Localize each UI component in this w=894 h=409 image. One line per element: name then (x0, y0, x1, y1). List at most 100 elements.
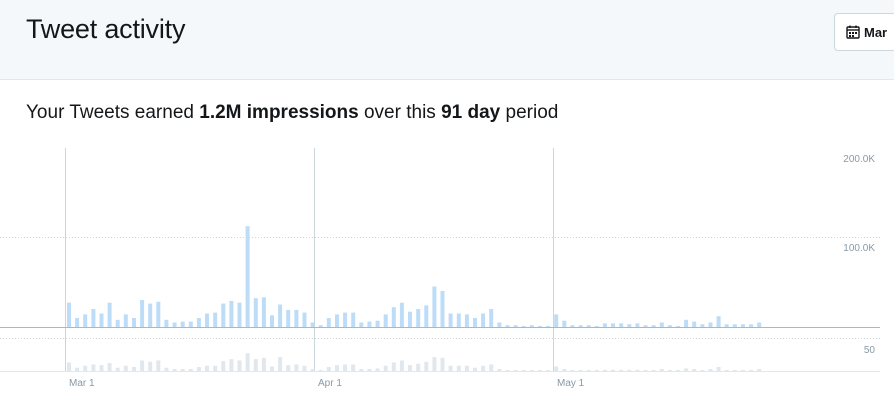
engagements-bar[interactable] (635, 369, 640, 371)
impressions-bar[interactable] (757, 322, 762, 328)
engagements-bar[interactable] (586, 370, 591, 371)
impressions-bar[interactable] (408, 311, 412, 327)
engagements-bar[interactable] (473, 367, 477, 371)
engagements-bar[interactable] (286, 365, 291, 371)
engagements-bar[interactable] (659, 369, 664, 371)
engagements-bar[interactable] (91, 364, 96, 371)
engagements-bar[interactable] (708, 369, 713, 371)
engagements-bar[interactable] (343, 364, 348, 371)
engagements-bar[interactable] (456, 365, 461, 371)
engagements-bar[interactable] (261, 357, 266, 371)
engagements-bar[interactable] (667, 370, 672, 371)
impressions-bar[interactable] (335, 314, 339, 327)
engagements-bar[interactable] (67, 362, 71, 371)
engagements-bar[interactable] (164, 367, 169, 371)
engagements-bar[interactable] (188, 369, 193, 371)
engagements-bar[interactable] (391, 362, 396, 371)
engagements-bar[interactable] (700, 370, 705, 371)
impressions-bar[interactable] (99, 313, 104, 328)
impressions-bar[interactable] (67, 302, 71, 327)
engagements-bar[interactable] (375, 368, 380, 371)
impressions-bar[interactable] (140, 300, 145, 327)
engagements-bar[interactable] (448, 365, 453, 371)
engagements-bar[interactable] (408, 365, 412, 371)
engagements-bar[interactable] (213, 365, 218, 371)
engagements-bar[interactable] (196, 367, 201, 371)
impressions-bar[interactable] (132, 318, 136, 327)
impressions-bar[interactable] (188, 321, 193, 327)
impressions-bar[interactable] (278, 304, 283, 328)
engagements-bar[interactable] (643, 370, 648, 371)
impressions-bar[interactable] (172, 322, 177, 328)
engagements-bar[interactable] (611, 369, 615, 371)
impressions-bar[interactable] (578, 325, 583, 327)
impressions-bar[interactable] (310, 322, 315, 328)
impressions-bar[interactable] (692, 321, 697, 327)
impressions-bar[interactable] (286, 309, 291, 327)
engagements-bar[interactable] (140, 360, 145, 371)
impressions-bar[interactable] (383, 314, 388, 327)
engagements-bar[interactable] (546, 370, 551, 371)
engagements-bar[interactable] (684, 368, 689, 371)
impressions-bar[interactable] (546, 326, 551, 327)
impressions-bar[interactable] (221, 303, 226, 327)
impressions-bar[interactable] (667, 325, 672, 327)
engagements-bar[interactable] (205, 365, 209, 371)
impressions-bar[interactable] (619, 323, 624, 327)
impressions-bar[interactable] (237, 302, 242, 327)
impressions-bar[interactable] (481, 313, 486, 328)
engagements-bar[interactable] (302, 365, 307, 371)
impressions-bar[interactable] (456, 313, 461, 328)
impressions-bar[interactable] (196, 318, 201, 327)
impressions-bar[interactable] (724, 324, 729, 327)
impressions-bar[interactable] (448, 313, 453, 328)
engagements-bar[interactable] (83, 365, 88, 371)
impressions-bar[interactable] (538, 326, 542, 327)
engagements-bar[interactable] (123, 365, 128, 371)
engagements-bar[interactable] (351, 364, 356, 371)
engagements-bar[interactable] (335, 365, 339, 371)
engagements-bar[interactable] (724, 370, 729, 371)
engagements-bar[interactable] (367, 369, 372, 371)
impressions-bar[interactable] (513, 325, 518, 327)
engagements-bar[interactable] (602, 369, 607, 371)
impressions-bar[interactable] (659, 322, 664, 328)
impressions-bar[interactable] (359, 322, 364, 328)
impressions-bar[interactable] (83, 314, 88, 327)
impressions-bar[interactable] (294, 309, 299, 327)
engagements-bar[interactable] (757, 369, 762, 371)
impressions-bar[interactable] (684, 319, 689, 327)
impressions-bar[interactable] (741, 324, 745, 327)
impressions-bar[interactable] (253, 298, 258, 327)
impressions-bar[interactable] (570, 325, 575, 327)
impressions-bar[interactable] (554, 314, 559, 327)
engagements-bar[interactable] (278, 357, 283, 371)
engagements-bar[interactable] (359, 369, 364, 371)
engagements-bar[interactable] (529, 370, 534, 371)
impressions-bar[interactable] (399, 302, 404, 327)
impressions-bar[interactable] (562, 320, 567, 327)
impressions-bar[interactable] (326, 318, 331, 327)
impressions-bar[interactable] (440, 291, 445, 327)
impressions-bar[interactable] (391, 307, 396, 327)
engagements-bar[interactable] (676, 370, 680, 371)
engagements-bar[interactable] (237, 360, 242, 371)
engagements-bar[interactable] (75, 367, 80, 371)
impressions-bar[interactable] (627, 324, 632, 327)
engagements-bar[interactable] (326, 367, 331, 371)
impressions-bar[interactable] (643, 325, 648, 327)
engagements-bar[interactable] (521, 370, 526, 371)
engagements-bar[interactable] (318, 370, 323, 371)
impressions-bar[interactable] (180, 321, 185, 327)
engagements-bar[interactable] (692, 369, 697, 371)
impressions-bar[interactable] (205, 313, 209, 328)
engagements-bar[interactable] (716, 367, 721, 371)
impressions-bar[interactable] (611, 323, 615, 327)
engagements-bar[interactable] (172, 369, 177, 371)
engagements-bar[interactable] (570, 370, 575, 371)
impressions-bar[interactable] (602, 323, 607, 327)
impressions-bar[interactable] (115, 319, 120, 327)
engagements-bar[interactable] (749, 370, 754, 371)
engagements-bar[interactable] (245, 353, 250, 371)
engagements-bar[interactable] (253, 359, 258, 371)
